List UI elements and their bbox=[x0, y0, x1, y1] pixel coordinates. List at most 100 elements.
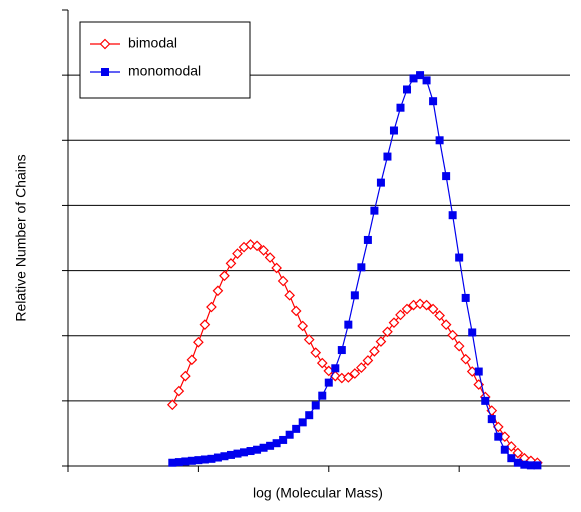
marker bbox=[337, 346, 346, 355]
marker bbox=[259, 443, 268, 452]
legend-marker bbox=[99, 38, 111, 50]
marker bbox=[505, 441, 517, 452]
legend-marker bbox=[101, 68, 109, 76]
marker bbox=[206, 301, 217, 313]
marker bbox=[226, 450, 235, 459]
marker bbox=[500, 445, 509, 454]
marker bbox=[375, 336, 387, 347]
marker bbox=[233, 449, 242, 458]
marker bbox=[435, 136, 444, 145]
marker bbox=[442, 172, 451, 181]
marker bbox=[468, 328, 477, 337]
marker bbox=[166, 399, 178, 411]
marker bbox=[240, 448, 249, 457]
marker bbox=[251, 240, 263, 252]
marker bbox=[272, 439, 281, 448]
marker bbox=[311, 401, 320, 410]
marker bbox=[285, 430, 294, 439]
marker bbox=[455, 253, 464, 262]
marker bbox=[310, 347, 322, 358]
marker bbox=[180, 370, 191, 382]
marker bbox=[324, 378, 333, 387]
marker bbox=[409, 74, 418, 83]
marker bbox=[383, 152, 392, 161]
marker bbox=[303, 334, 315, 345]
marker bbox=[440, 319, 452, 330]
marker bbox=[331, 364, 340, 373]
marker bbox=[403, 85, 412, 94]
marker bbox=[494, 432, 503, 441]
marker bbox=[453, 340, 465, 352]
legend-label: bimodal bbox=[128, 35, 177, 51]
marker bbox=[271, 262, 282, 274]
marker bbox=[266, 441, 275, 450]
marker bbox=[168, 458, 177, 467]
marker bbox=[219, 270, 230, 282]
marker bbox=[194, 456, 203, 465]
marker bbox=[481, 396, 490, 405]
marker bbox=[370, 206, 379, 215]
marker bbox=[277, 275, 289, 287]
marker bbox=[187, 456, 196, 465]
marker bbox=[173, 385, 185, 397]
marker bbox=[461, 293, 470, 302]
marker bbox=[460, 353, 472, 365]
marker bbox=[181, 457, 190, 466]
marker bbox=[447, 329, 458, 341]
marker bbox=[344, 320, 353, 329]
marker bbox=[474, 367, 483, 376]
marker bbox=[362, 355, 374, 366]
marker bbox=[213, 453, 222, 462]
marker bbox=[207, 454, 216, 463]
legend-label: monomodal bbox=[128, 63, 201, 79]
marker bbox=[533, 461, 542, 470]
marker bbox=[376, 178, 385, 187]
marker bbox=[232, 248, 243, 259]
marker bbox=[429, 97, 438, 106]
marker bbox=[520, 460, 529, 469]
marker bbox=[174, 458, 183, 467]
marker bbox=[388, 317, 400, 329]
marker bbox=[421, 299, 432, 311]
marker bbox=[487, 415, 496, 424]
marker bbox=[298, 418, 307, 427]
marker bbox=[363, 235, 372, 244]
marker bbox=[389, 126, 398, 135]
marker bbox=[427, 303, 439, 315]
marker bbox=[258, 245, 269, 256]
marker bbox=[395, 309, 406, 321]
marker bbox=[225, 258, 237, 269]
marker bbox=[316, 357, 328, 369]
x-axis-title: log (Molecular Mass) bbox=[253, 485, 383, 501]
marker bbox=[513, 458, 522, 467]
marker bbox=[200, 455, 209, 464]
marker bbox=[212, 285, 224, 297]
marker bbox=[220, 452, 229, 461]
marker bbox=[356, 362, 367, 373]
marker bbox=[357, 263, 366, 272]
marker bbox=[434, 310, 445, 321]
marker bbox=[350, 291, 359, 300]
marker bbox=[199, 319, 211, 330]
marker bbox=[422, 76, 431, 85]
y-axis-title: Relative Number of Chains bbox=[13, 154, 29, 321]
marker bbox=[264, 252, 276, 263]
marker bbox=[193, 336, 204, 348]
marker bbox=[512, 447, 524, 459]
marker bbox=[318, 391, 327, 400]
marker bbox=[284, 289, 296, 301]
marker bbox=[382, 326, 393, 338]
marker bbox=[279, 435, 288, 444]
marker bbox=[342, 372, 354, 383]
marker bbox=[292, 424, 301, 433]
legend: bimodal monomodal bbox=[79, 21, 251, 99]
marker bbox=[253, 445, 262, 454]
marker bbox=[290, 305, 302, 317]
marker bbox=[401, 303, 413, 315]
marker bbox=[297, 320, 309, 332]
marker bbox=[416, 71, 425, 80]
marker bbox=[507, 454, 516, 463]
marker bbox=[396, 103, 405, 112]
